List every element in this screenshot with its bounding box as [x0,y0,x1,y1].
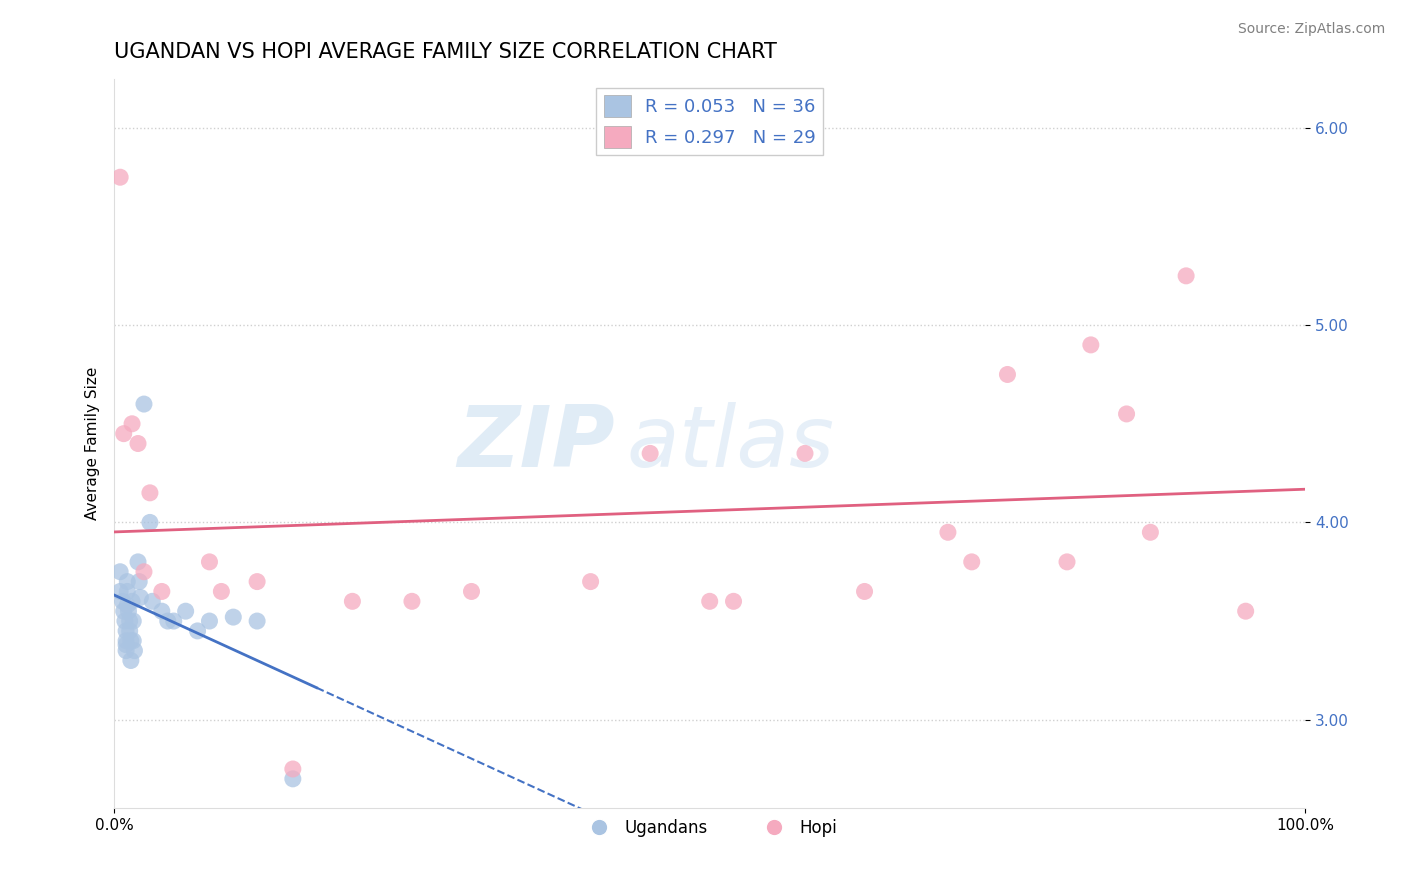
Point [997,368,1019,382]
Point [174,604,197,618]
Point [115,633,138,648]
Point [112,426,135,441]
Point [1115,407,1137,421]
Point [141,594,163,608]
Point [460,584,482,599]
Point [209,584,232,599]
Point [853,584,876,599]
Point [401,594,423,608]
Point [150,584,173,599]
Point [1175,268,1198,283]
Point [246,574,269,589]
Point [281,772,304,786]
Point [198,555,221,569]
Point [115,638,138,652]
Point [118,614,141,628]
Point [111,594,134,608]
Point [163,614,186,628]
Point [121,594,143,608]
Point [108,584,131,599]
Point [124,643,146,657]
Point [156,614,179,628]
Point [723,594,745,608]
Point [122,614,145,628]
Point [115,624,138,638]
Legend: Ugandans, Hopi: Ugandans, Hopi [576,813,844,844]
Point [117,584,139,599]
Point [114,614,136,628]
Point [222,610,245,624]
Point [1080,338,1102,352]
Point [1234,604,1257,618]
Text: UGANDAN VS HOPI AVERAGE FAMILY SIZE CORRELATION CHART: UGANDAN VS HOPI AVERAGE FAMILY SIZE CORR… [114,42,778,62]
Point [117,599,139,613]
Y-axis label: Average Family Size: Average Family Size [86,367,100,520]
Point [150,604,173,618]
Point [108,565,131,579]
Point [187,624,209,638]
Point [1139,525,1161,540]
Point [638,446,661,460]
Text: ZIP: ZIP [457,402,614,485]
Point [117,574,139,589]
Point [342,594,364,608]
Point [128,574,150,589]
Point [121,417,143,431]
Point [132,397,155,411]
Point [1056,555,1078,569]
Point [579,574,602,589]
Text: atlas: atlas [626,402,834,485]
Point [281,762,304,776]
Point [794,446,817,460]
Point [129,591,152,605]
Point [120,633,142,648]
Point [936,525,959,540]
Point [127,555,149,569]
Point [115,643,138,657]
Point [117,604,139,618]
Point [198,614,221,628]
Point [122,633,145,648]
Text: Source: ZipAtlas.com: Source: ZipAtlas.com [1237,22,1385,37]
Point [139,486,162,500]
Point [118,624,141,638]
Point [132,565,155,579]
Point [108,170,131,185]
Point [960,555,983,569]
Point [699,594,721,608]
Point [120,653,142,667]
Point [112,604,135,618]
Point [246,614,269,628]
Point [139,516,162,530]
Point [127,436,149,450]
